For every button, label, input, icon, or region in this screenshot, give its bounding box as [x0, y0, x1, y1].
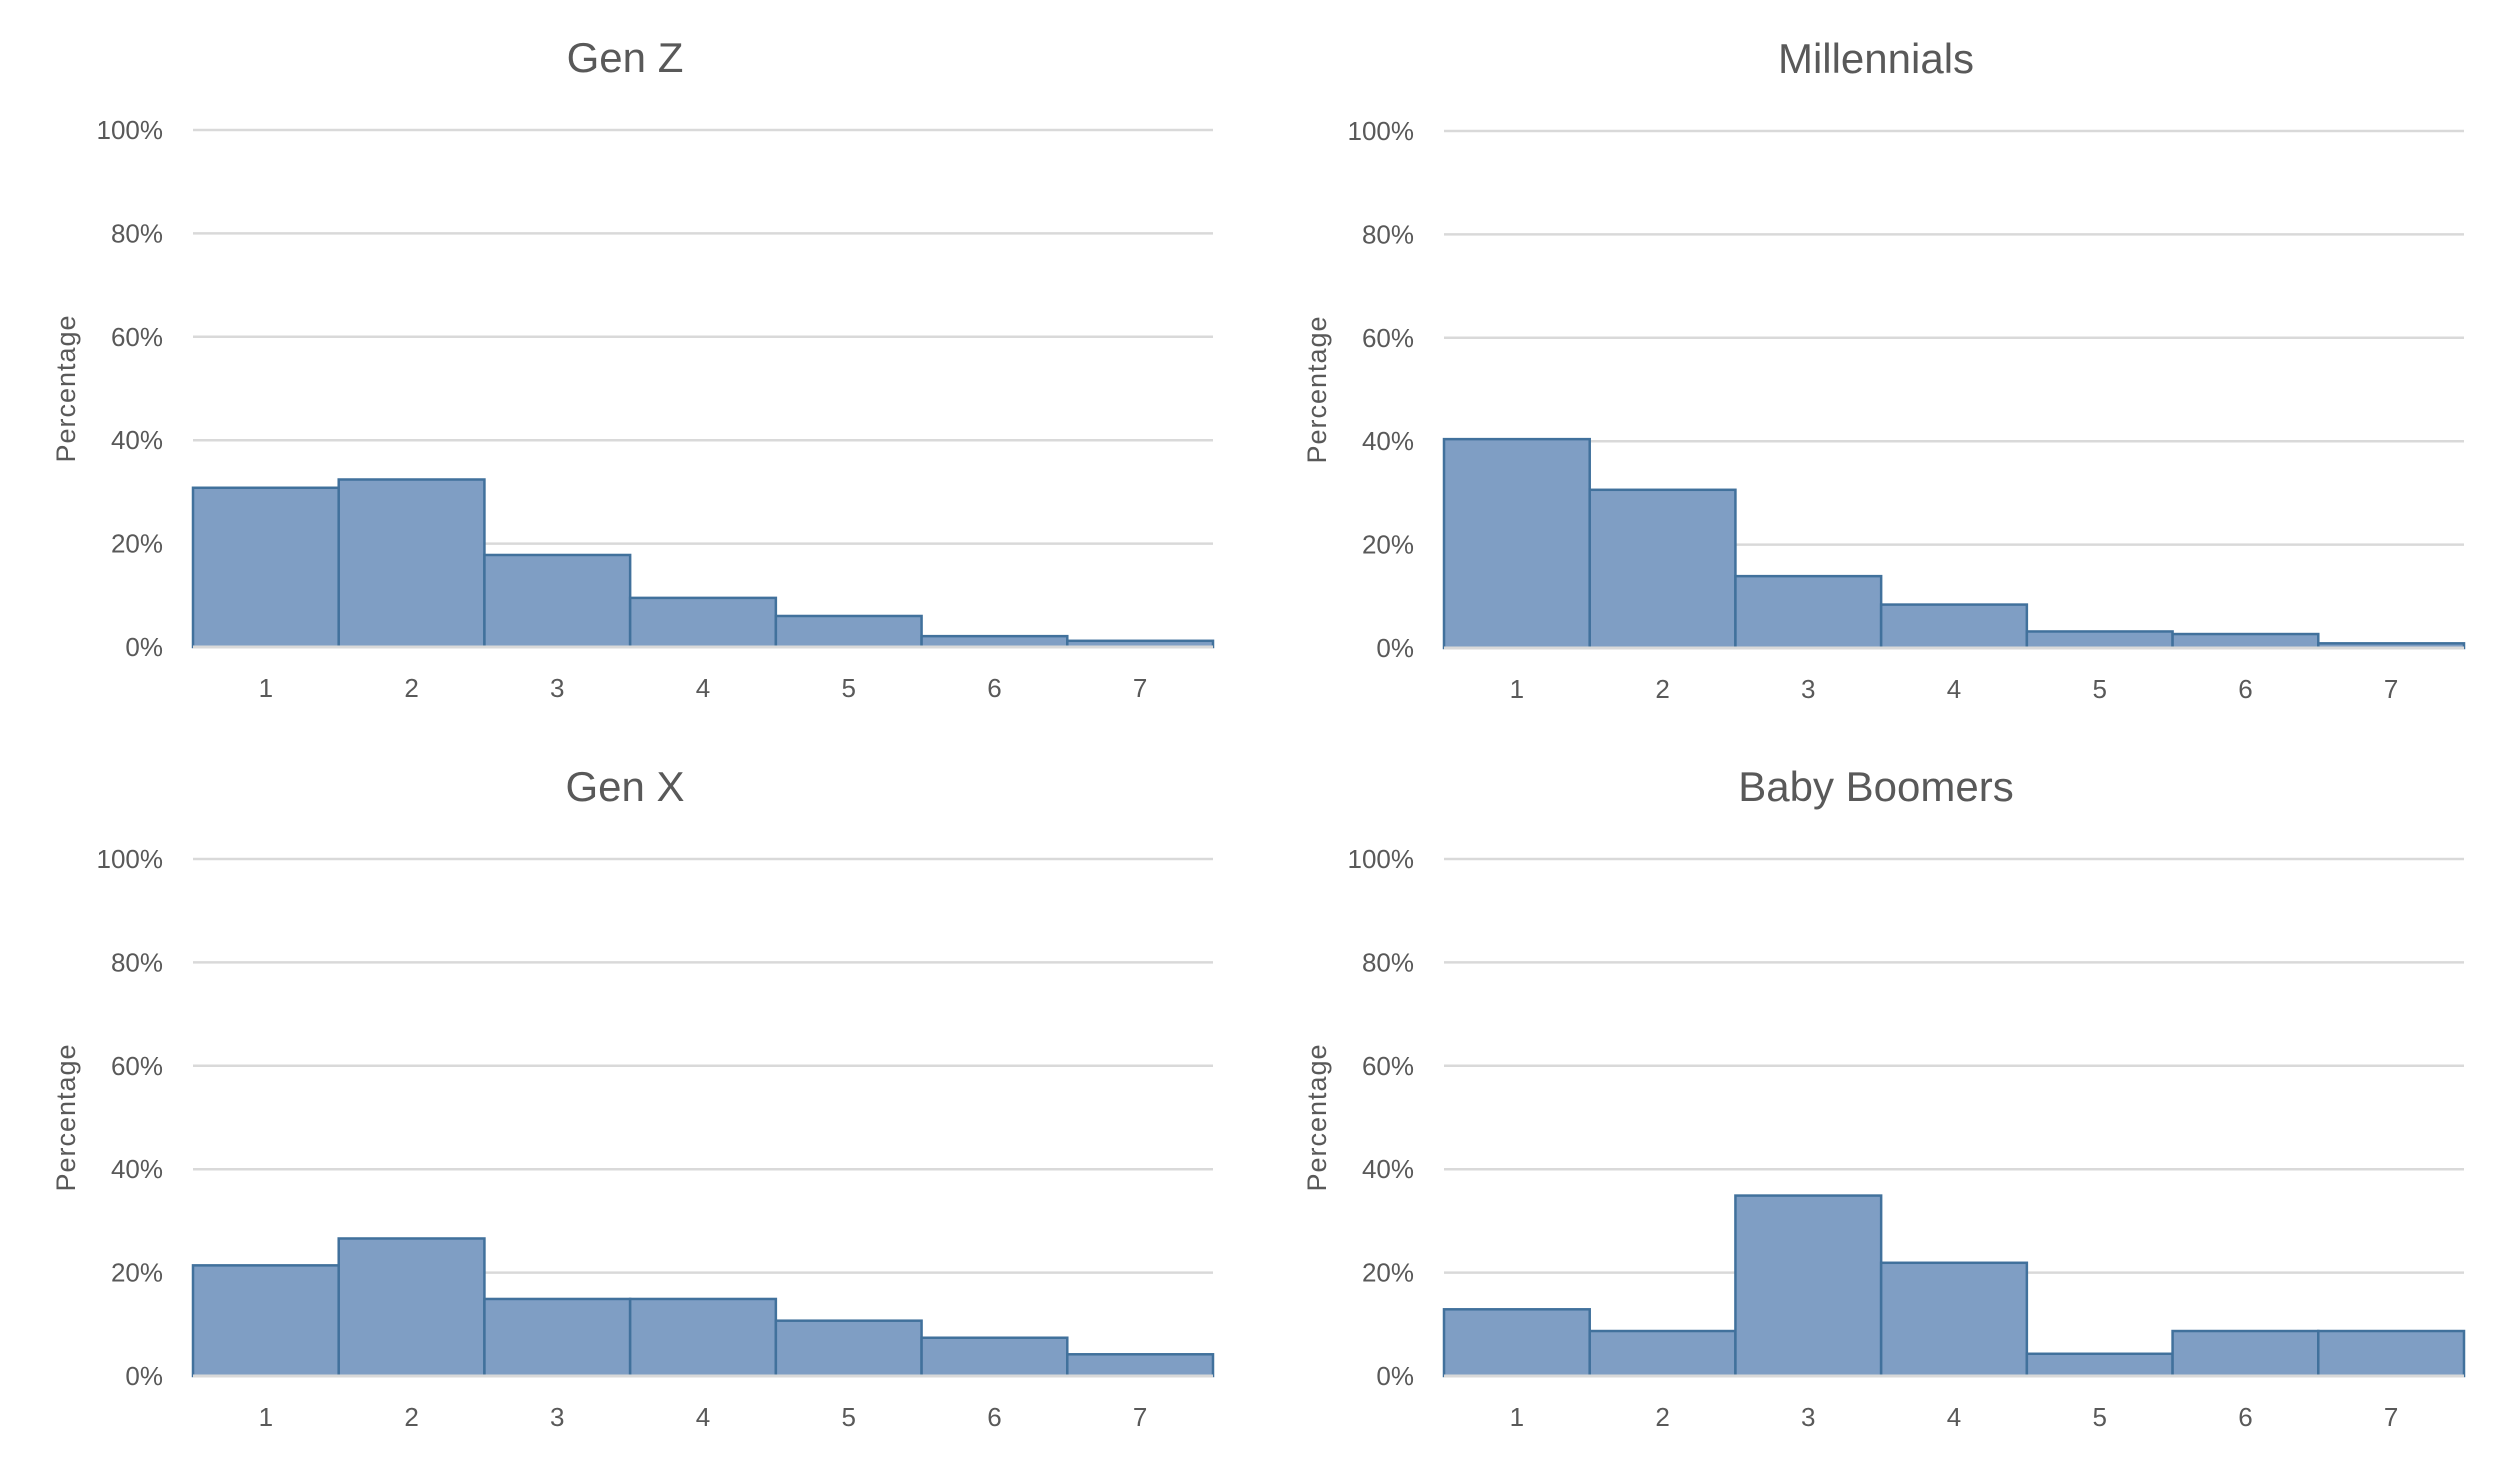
bar-millennials-3	[1734, 574, 1883, 650]
y-tick-label: 60%	[111, 1051, 163, 1081]
x-tick-label: 1	[1510, 674, 1524, 704]
y-axis-label: Percentage	[51, 314, 81, 462]
y-tick-label: 20%	[1362, 530, 1414, 560]
x-tick-label: 4	[696, 1402, 710, 1432]
x-tick-label: 4	[696, 673, 710, 703]
y-tick-label: 60%	[111, 322, 163, 352]
x-tick-label: 7	[1133, 673, 1147, 703]
x-tick-label: 2	[404, 1402, 418, 1432]
x-tick-label: 3	[1801, 674, 1815, 704]
bar-gen-x-4	[628, 1297, 778, 1378]
chart-panel-gen-z: Gen Z Percentage 0% 20% 40% 60% 80% 100% 1 2 3 4 5 6 7	[51, 34, 1215, 703]
bar-gen-z-1	[191, 486, 340, 649]
y-axis-label: Percentage	[1302, 315, 1332, 463]
bar-baby-boomers-1	[1442, 1308, 1591, 1378]
x-tick-label: 5	[2092, 674, 2106, 704]
x-tick-label: 4	[1947, 1402, 1961, 1432]
x-tick-label: 6	[987, 673, 1001, 703]
y-tick-label: 20%	[111, 529, 163, 559]
y-tick-label: 100%	[1348, 116, 1415, 146]
chart-panel-gen-x: Gen X Percentage 0% 20% 40% 60% 80% 100% 1 2 3 4 5 6 7	[51, 763, 1215, 1432]
chart-title: Baby Boomers	[1738, 763, 2013, 810]
y-tick-label: 20%	[111, 1258, 163, 1288]
x-tick-label: 7	[1133, 1402, 1147, 1432]
x-tick-label: 3	[550, 673, 564, 703]
y-tick-label: 20%	[1362, 1258, 1414, 1288]
chart-title: Gen X	[565, 763, 684, 810]
y-tick-label: 0%	[1376, 1361, 1414, 1391]
bar-gen-z-2	[337, 478, 486, 649]
chart-title: Gen Z	[567, 34, 684, 81]
x-tick-label: 2	[1655, 1402, 1669, 1432]
y-tick-label: 40%	[1362, 426, 1414, 456]
y-tick-label: 60%	[1362, 323, 1414, 353]
bar-baby-boomers-5	[2025, 1352, 2174, 1378]
x-tick-label: 3	[1801, 1402, 1815, 1432]
x-tick-label: 5	[2092, 1402, 2106, 1432]
x-tick-label: 4	[1947, 674, 1961, 704]
y-tick-label: 80%	[1362, 947, 1414, 977]
y-axis-label: Percentage	[51, 1043, 81, 1191]
bar-gen-x-2	[337, 1237, 486, 1378]
bar-millennials-5	[2025, 630, 2174, 650]
bar-baby-boomers-6	[2171, 1329, 2320, 1378]
bar-gen-z-5	[774, 614, 923, 649]
bar-millennials-1	[1442, 437, 1591, 650]
bar-gen-z-4	[628, 596, 778, 649]
y-tick-label: 60%	[1362, 1051, 1414, 1081]
y-tick-label: 0%	[1376, 633, 1414, 663]
bar-millennials-2	[1588, 488, 1737, 650]
x-tick-label: 3	[550, 1402, 564, 1432]
chart-panel-millennials: Millennials Percentage 0% 20% 40% 60% 80% 100% 1…	[1302, 35, 2466, 704]
x-tick-label: 6	[987, 1402, 1001, 1432]
bar-millennials-6	[2171, 632, 2320, 650]
bar-gen-x-3	[483, 1297, 632, 1378]
y-tick-label: 80%	[111, 947, 163, 977]
bar-gen-x-5	[774, 1319, 923, 1378]
x-tick-label: 5	[841, 673, 855, 703]
y-axis-label: Percentage	[1302, 1043, 1332, 1191]
x-tick-label: 1	[1510, 1402, 1524, 1432]
bar-gen-z-3	[483, 553, 632, 649]
x-tick-label: 6	[2238, 1402, 2252, 1432]
y-tick-label: 100%	[97, 115, 164, 145]
y-tick-label: 40%	[111, 1154, 163, 1184]
bar-baby-boomers-4	[1879, 1261, 2029, 1378]
bar-baby-boomers-3	[1734, 1194, 1883, 1378]
x-tick-label: 7	[2384, 1402, 2398, 1432]
x-tick-label: 5	[841, 1402, 855, 1432]
y-tick-label: 100%	[97, 844, 164, 874]
x-tick-label: 1	[259, 1402, 273, 1432]
y-tick-label: 0%	[125, 1361, 163, 1391]
bar-gen-z-6	[920, 634, 1069, 649]
bar-gen-x-1	[191, 1264, 340, 1378]
x-tick-label: 6	[2238, 674, 2252, 704]
bar-gen-x-6	[920, 1336, 1069, 1378]
bar-gen-x-7	[1066, 1353, 1215, 1378]
y-tick-label: 80%	[1362, 219, 1414, 249]
bar-millennials-4	[1879, 603, 2029, 650]
y-tick-label: 100%	[1348, 844, 1415, 874]
x-tick-label: 2	[404, 673, 418, 703]
chart-panel-baby-boomers: Baby Boomers Percentage 0% 20% 40% 60% 80% 100%…	[1302, 763, 2466, 1432]
x-tick-label: 1	[259, 673, 273, 703]
bar-baby-boomers-2	[1588, 1329, 1737, 1378]
y-tick-label: 40%	[1362, 1154, 1414, 1184]
chart-title: Millennials	[1778, 35, 1974, 82]
bar-baby-boomers-7	[2317, 1329, 2466, 1378]
y-tick-label: 40%	[111, 425, 163, 455]
x-tick-label: 2	[1655, 674, 1669, 704]
x-tick-label: 7	[2384, 674, 2398, 704]
y-tick-label: 0%	[125, 632, 163, 662]
y-tick-label: 80%	[111, 218, 163, 248]
